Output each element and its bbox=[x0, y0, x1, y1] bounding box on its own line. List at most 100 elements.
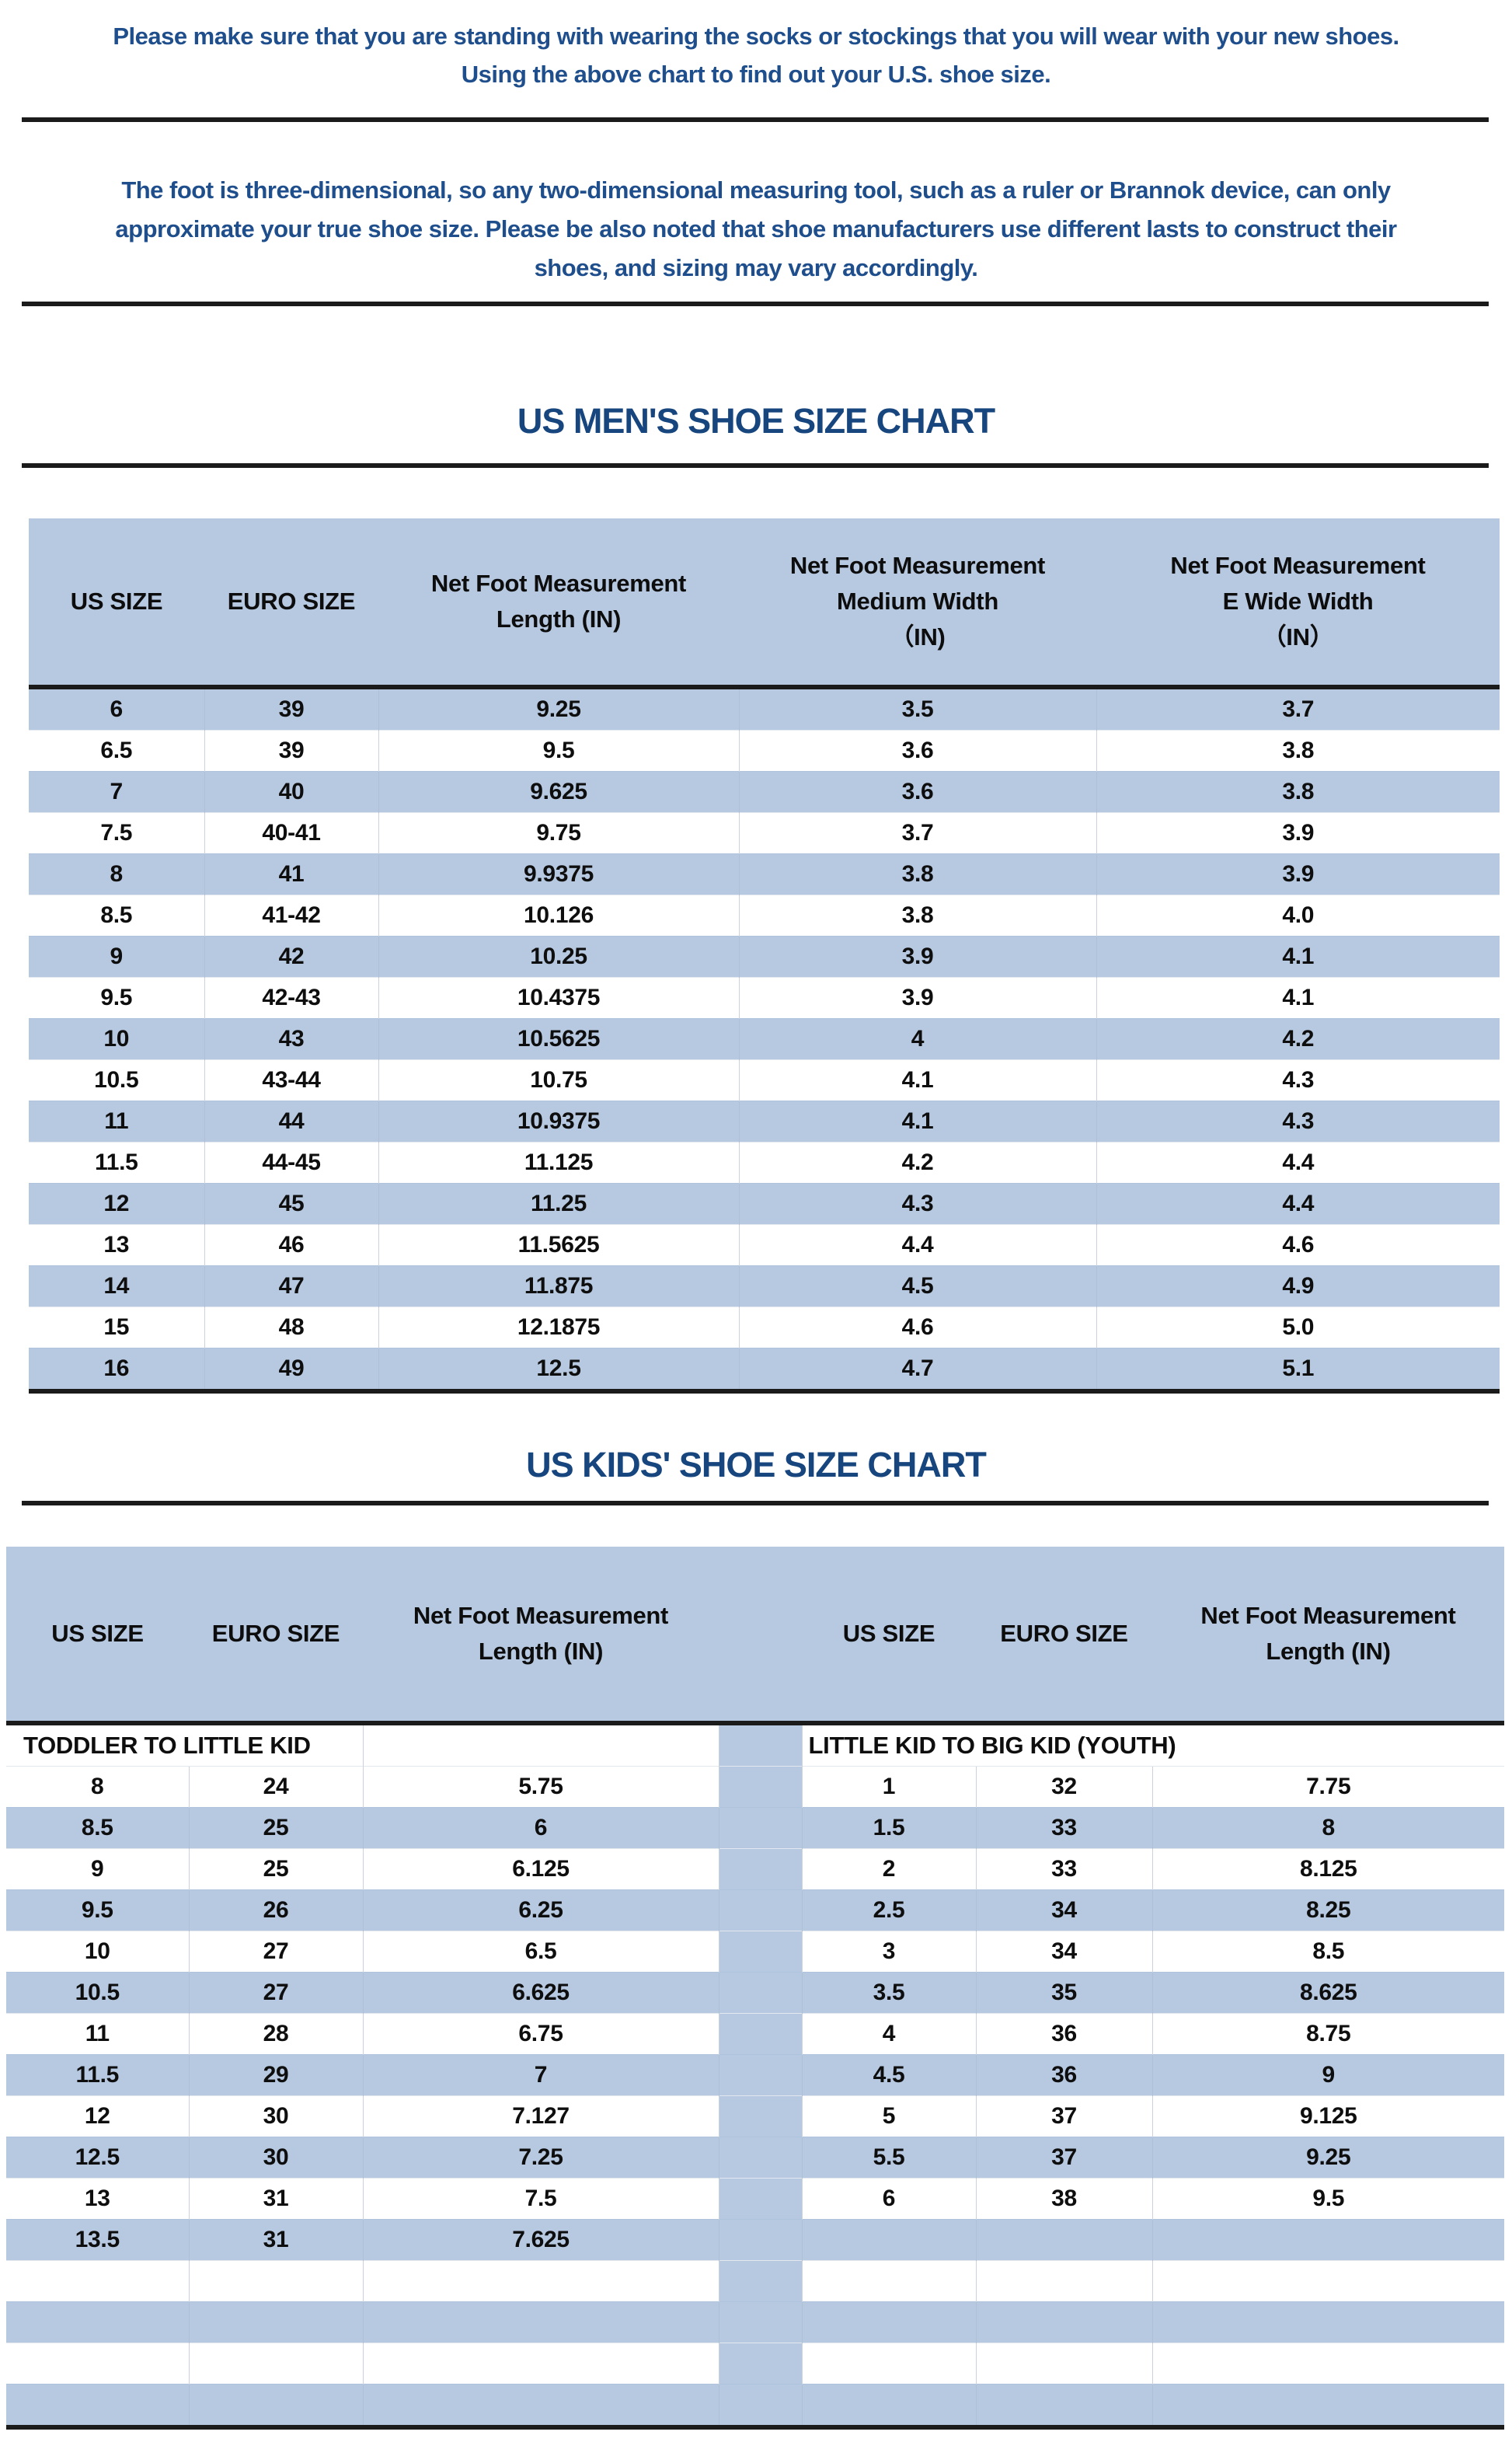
separator-cell bbox=[718, 2219, 802, 2261]
euro-size-cell: 24 bbox=[188, 1766, 363, 1808]
medium-width-cell: 4.7 bbox=[738, 1348, 1096, 1394]
euro-size-cell: 32 bbox=[975, 1766, 1152, 1808]
e-wide-width-cell: 4.4 bbox=[1096, 1142, 1500, 1184]
separator-cell bbox=[718, 1889, 802, 1931]
length-cell: 10.75 bbox=[378, 1059, 739, 1101]
e-wide-width-cell: 4.3 bbox=[1096, 1059, 1500, 1101]
length-cell: 11.125 bbox=[378, 1142, 739, 1184]
us-size-cell: 13 bbox=[6, 2178, 189, 2220]
separator-cell bbox=[718, 1766, 802, 1808]
kids-size-row: 13 31 7.5 6 38 9.5 bbox=[6, 2178, 1504, 2220]
euro-size-cell bbox=[975, 2260, 1152, 2302]
euro-size-cell bbox=[975, 2343, 1152, 2385]
kids-col-length-right: Net Foot Measurement Length (IN) bbox=[1152, 1547, 1504, 1725]
us-size-cell: 5 bbox=[801, 2095, 976, 2137]
us-size-cell bbox=[801, 2343, 976, 2385]
us-size-cell: 1.5 bbox=[801, 1807, 976, 1849]
length-cell: 6.25 bbox=[362, 1889, 719, 1931]
us-size-cell: 9.5 bbox=[6, 1889, 189, 1931]
kids-header-row: US SIZE EURO SIZE Net Foot Measurement L… bbox=[6, 1547, 1504, 1725]
mens-col-medium-width: Net Foot Measurement Medium Width （IN) bbox=[739, 518, 1096, 689]
us-size-cell bbox=[6, 2343, 189, 2385]
us-size-cell: 8.5 bbox=[29, 895, 204, 937]
euro-size-cell: 27 bbox=[188, 1972, 363, 2014]
mens-size-row: 9 42 10.25 3.9 4.1 bbox=[29, 936, 1500, 978]
separator-cell bbox=[718, 2137, 802, 2179]
us-size-cell: 6 bbox=[801, 2178, 976, 2220]
mens-size-row: 6 39 9.25 3.5 3.7 bbox=[29, 686, 1500, 731]
us-size-cell: 9.5 bbox=[29, 977, 204, 1019]
length-cell: 7.75 bbox=[1151, 1766, 1504, 1808]
kids-size-row: 12 30 7.127 5 37 9.125 bbox=[6, 2095, 1504, 2137]
measuring-note-text: The foot is three-dimensional, so any tw… bbox=[0, 171, 1512, 288]
length-cell: 8.625 bbox=[1151, 1972, 1504, 2014]
us-size-cell: 11 bbox=[6, 2013, 189, 2055]
euro-size-cell: 44 bbox=[204, 1101, 378, 1143]
length-cell: 6 bbox=[362, 1807, 719, 1849]
mens-size-row: 12 45 11.25 4.3 4.4 bbox=[29, 1183, 1500, 1225]
euro-size-cell: 27 bbox=[188, 1931, 363, 1973]
euro-size-cell: 31 bbox=[188, 2219, 363, 2261]
euro-size-cell: 35 bbox=[975, 1972, 1152, 2014]
mens-size-table: US SIZE EURO SIZE Net Foot Measurement L… bbox=[29, 518, 1500, 1394]
length-cell: 9.25 bbox=[378, 686, 739, 731]
kids-size-row: 9.5 26 6.25 2.5 34 8.25 bbox=[6, 1889, 1504, 1931]
length-cell: 9.625 bbox=[378, 771, 739, 813]
length-cell: 9.5 bbox=[378, 730, 739, 772]
us-size-cell: 16 bbox=[29, 1348, 204, 1394]
euro-size-cell bbox=[975, 2384, 1152, 2430]
e-wide-width-cell: 4.4 bbox=[1096, 1183, 1500, 1225]
medium-width-cell: 3.6 bbox=[738, 771, 1096, 813]
euro-size-cell: 41 bbox=[204, 853, 378, 895]
e-wide-width-cell: 4.9 bbox=[1096, 1265, 1500, 1307]
mens-size-row: 14 47 11.875 4.5 4.9 bbox=[29, 1265, 1500, 1307]
mens-size-row: 9.5 42-43 10.4375 3.9 4.1 bbox=[29, 977, 1500, 1019]
us-size-cell bbox=[6, 2260, 189, 2302]
euro-size-cell: 44-45 bbox=[204, 1142, 378, 1184]
kids-size-row: 12.5 30 7.25 5.5 37 9.25 bbox=[6, 2137, 1504, 2179]
length-cell: 10.4375 bbox=[378, 977, 739, 1019]
e-wide-width-cell: 4.6 bbox=[1096, 1224, 1500, 1266]
kids-col-euro-size-right: EURO SIZE bbox=[976, 1547, 1152, 1725]
kids-section-row: TODDLER TO LITTLE KID LITTLE KID TO BIG … bbox=[6, 1722, 1504, 1767]
us-size-cell: 10 bbox=[6, 1931, 189, 1973]
separator-cell bbox=[718, 2178, 802, 2220]
length-cell: 8 bbox=[1151, 1807, 1504, 1849]
us-size-cell bbox=[801, 2384, 976, 2430]
euro-size-cell: 40-41 bbox=[204, 812, 378, 854]
us-size-cell: 2.5 bbox=[801, 1889, 976, 1931]
us-size-cell: 9 bbox=[29, 936, 204, 978]
mens-size-row: 10 43 10.5625 4 4.2 bbox=[29, 1018, 1500, 1060]
us-size-cell: 3 bbox=[801, 1931, 976, 1973]
medium-width-cell: 3.5 bbox=[738, 686, 1096, 731]
euro-size-cell: 42 bbox=[204, 936, 378, 978]
us-size-cell bbox=[6, 2384, 189, 2430]
euro-size-cell: 48 bbox=[204, 1307, 378, 1348]
us-size-cell bbox=[6, 2301, 189, 2343]
euro-size-cell: 34 bbox=[975, 1931, 1152, 1973]
us-size-cell: 12 bbox=[6, 2095, 189, 2137]
euro-size-cell: 47 bbox=[204, 1265, 378, 1307]
separator-cell bbox=[718, 1807, 802, 1849]
kids-size-row: 11 28 6.75 4 36 8.75 bbox=[6, 2013, 1504, 2055]
us-size-cell bbox=[801, 2301, 976, 2343]
us-size-cell: 6 bbox=[29, 686, 204, 731]
length-cell: 11.25 bbox=[378, 1183, 739, 1225]
mens-size-row: 11 44 10.9375 4.1 4.3 bbox=[29, 1101, 1500, 1143]
medium-width-cell: 4.1 bbox=[738, 1059, 1096, 1101]
us-size-cell: 8 bbox=[29, 853, 204, 895]
length-cell: 9 bbox=[1151, 2054, 1504, 2096]
euro-size-cell bbox=[188, 2384, 363, 2430]
us-size-cell: 12 bbox=[29, 1183, 204, 1225]
e-wide-width-cell: 4.3 bbox=[1096, 1101, 1500, 1143]
us-size-cell: 7 bbox=[29, 771, 204, 813]
medium-width-cell: 3.9 bbox=[738, 936, 1096, 978]
kids-size-row bbox=[6, 2301, 1504, 2343]
e-wide-width-cell: 5.1 bbox=[1096, 1348, 1500, 1394]
kids-size-row: 10 27 6.5 3 34 8.5 bbox=[6, 1931, 1504, 1973]
separator-cell bbox=[718, 2013, 802, 2055]
length-cell: 6.5 bbox=[362, 1931, 719, 1973]
length-cell: 6.125 bbox=[362, 1848, 719, 1890]
us-size-cell bbox=[801, 2260, 976, 2302]
